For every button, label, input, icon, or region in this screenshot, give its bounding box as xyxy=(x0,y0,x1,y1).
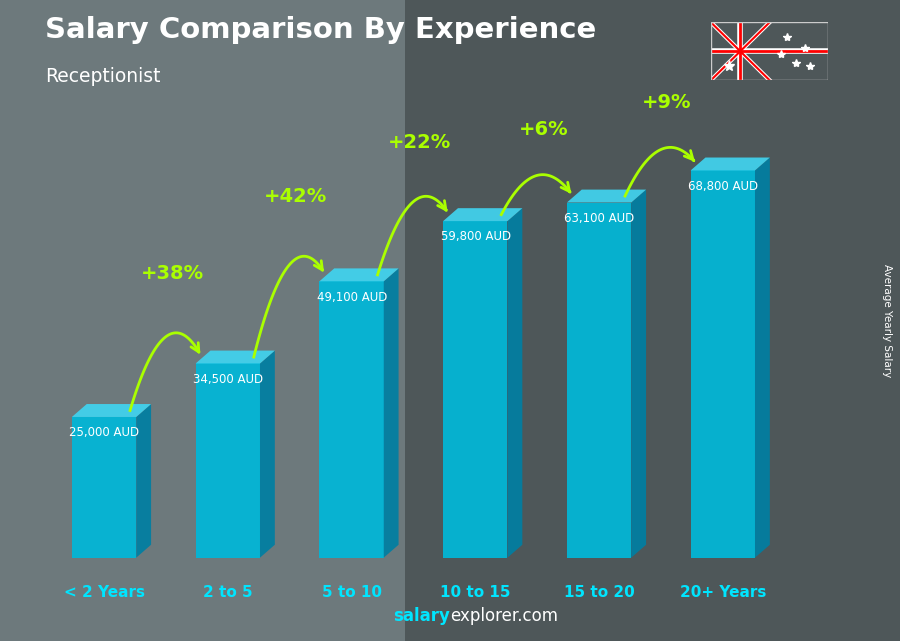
Polygon shape xyxy=(508,208,522,558)
Polygon shape xyxy=(631,190,646,558)
Text: < 2 Years: < 2 Years xyxy=(64,585,145,601)
Polygon shape xyxy=(690,158,770,171)
Polygon shape xyxy=(690,171,755,558)
Polygon shape xyxy=(195,363,260,558)
Text: salary: salary xyxy=(393,607,450,625)
Text: Salary Comparison By Experience: Salary Comparison By Experience xyxy=(45,16,596,44)
Polygon shape xyxy=(136,404,151,558)
Text: 59,800 AUD: 59,800 AUD xyxy=(441,230,511,244)
Polygon shape xyxy=(755,158,770,558)
Polygon shape xyxy=(320,269,399,281)
Text: Average Yearly Salary: Average Yearly Salary xyxy=(881,264,892,377)
Text: +22%: +22% xyxy=(388,133,451,152)
Polygon shape xyxy=(383,269,399,558)
Text: +42%: +42% xyxy=(265,187,328,206)
Bar xyxy=(0,0,405,641)
Polygon shape xyxy=(443,208,522,221)
Text: 5 to 10: 5 to 10 xyxy=(321,585,382,601)
Text: Receptionist: Receptionist xyxy=(45,67,160,87)
Text: 10 to 15: 10 to 15 xyxy=(440,585,510,601)
Text: 63,100 AUD: 63,100 AUD xyxy=(564,212,634,225)
Text: +6%: +6% xyxy=(518,120,568,138)
Text: 49,100 AUD: 49,100 AUD xyxy=(317,290,387,304)
Text: explorer.com: explorer.com xyxy=(450,607,558,625)
Polygon shape xyxy=(443,221,508,558)
Polygon shape xyxy=(195,351,274,363)
Text: 34,500 AUD: 34,500 AUD xyxy=(194,372,264,386)
Polygon shape xyxy=(567,203,631,558)
Text: +9%: +9% xyxy=(643,93,692,112)
Polygon shape xyxy=(72,417,136,558)
Bar xyxy=(405,0,900,641)
Text: 25,000 AUD: 25,000 AUD xyxy=(69,426,140,439)
Text: +38%: +38% xyxy=(140,263,203,283)
Text: 15 to 20: 15 to 20 xyxy=(563,585,634,601)
Text: 68,800 AUD: 68,800 AUD xyxy=(688,179,759,193)
Text: 20+ Years: 20+ Years xyxy=(680,585,766,601)
Polygon shape xyxy=(567,190,646,203)
Text: 2 to 5: 2 to 5 xyxy=(203,585,253,601)
Polygon shape xyxy=(320,281,383,558)
Polygon shape xyxy=(72,404,151,417)
Polygon shape xyxy=(260,351,274,558)
